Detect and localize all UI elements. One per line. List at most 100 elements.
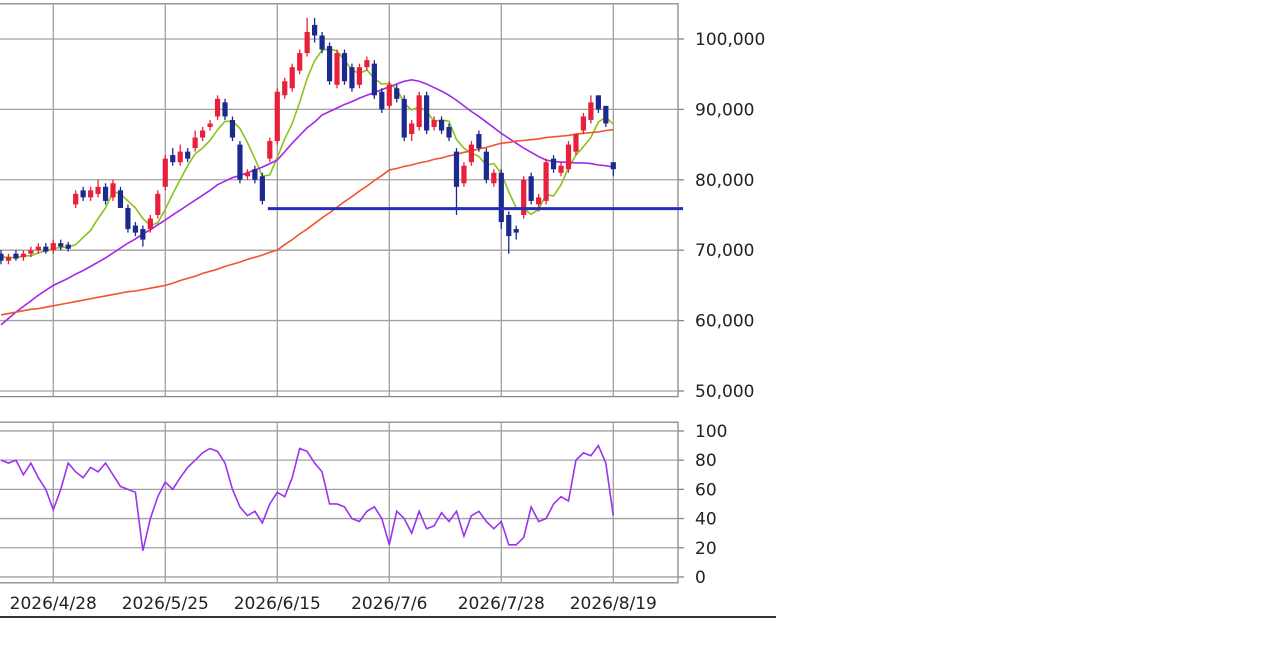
candle-body	[102, 186, 109, 201]
candle-body	[476, 134, 482, 149]
candle-body	[20, 253, 27, 258]
y-tick-label: 50,000	[695, 382, 754, 402]
candle-body	[147, 218, 153, 230]
candle-body	[371, 63, 377, 96]
candle-body	[192, 137, 198, 149]
oscillator-line	[0, 443, 615, 551]
candle-body	[468, 144, 475, 163]
candle-body	[453, 151, 460, 187]
candle-body	[409, 123, 415, 135]
candle-body	[506, 214, 512, 237]
y-tick-label: 20	[695, 539, 717, 559]
candle-body	[58, 243, 64, 247]
candle-body	[80, 190, 86, 198]
candle-body	[558, 165, 564, 173]
candle-body	[401, 98, 407, 138]
candle-body	[364, 60, 370, 68]
candle-body	[610, 162, 616, 170]
candle-body	[513, 229, 519, 233]
y-tick-label: 0	[695, 568, 706, 588]
candle-body	[312, 24, 318, 36]
candle-body	[88, 190, 94, 198]
candle-body	[185, 151, 191, 159]
x-tick-label: 2026/7/6	[351, 594, 427, 614]
candle-body	[289, 67, 295, 89]
candle-body	[536, 197, 542, 205]
candle-body	[35, 246, 41, 251]
moving-average-line	[0, 129, 614, 316]
y-tick-label: 100	[695, 422, 727, 442]
candle-body	[0, 253, 4, 261]
candle-body	[461, 165, 467, 184]
candle-body	[386, 84, 392, 106]
candle-body	[565, 144, 572, 170]
candle-body	[214, 98, 221, 117]
candle-body	[117, 190, 124, 208]
candle-body	[50, 243, 56, 251]
moving-average-line	[1, 48, 614, 259]
y-tick-label: 60,000	[695, 312, 754, 332]
candle-body	[140, 229, 146, 240]
candle-body	[580, 116, 587, 131]
x-tick-label: 2026/4/28	[10, 594, 97, 614]
candle-body	[132, 225, 139, 233]
y-tick-label: 80,000	[695, 171, 754, 191]
candle-body	[5, 257, 12, 261]
candle-body	[267, 141, 273, 159]
candle-body	[543, 162, 549, 201]
candle-body	[162, 158, 168, 187]
y-tick-label: 90,000	[695, 100, 754, 120]
candle-body	[274, 91, 280, 142]
x-tick-label: 2026/6/15	[234, 594, 321, 614]
candle-body	[573, 134, 579, 152]
candle-body	[222, 102, 228, 117]
candle-body	[528, 176, 534, 201]
candle-body	[28, 250, 34, 254]
candle-body	[282, 81, 288, 96]
candle-body	[73, 193, 79, 205]
candle-body	[550, 158, 557, 170]
candle-body	[319, 35, 325, 50]
candle-body	[207, 123, 213, 127]
candle-body	[424, 95, 430, 131]
candle-body	[177, 151, 183, 163]
plot-frame	[0, 421, 679, 584]
candle-body	[595, 95, 601, 110]
candle-body	[110, 183, 116, 198]
candle-body	[379, 91, 385, 110]
candle-body	[438, 119, 445, 131]
candle-body	[446, 126, 452, 138]
candle-body	[491, 172, 497, 184]
candle-body	[603, 105, 609, 124]
candle-body	[341, 53, 348, 82]
y-tick-label: 100,000	[695, 30, 765, 50]
y-tick-label: 80	[695, 451, 717, 471]
x-tick-label: 2026/8/19	[570, 594, 657, 614]
candle-body	[498, 172, 504, 223]
moving-average-line	[0, 79, 614, 326]
candle-body	[304, 31, 310, 54]
y-tick-label: 70,000	[695, 241, 754, 261]
candle-body	[200, 130, 206, 138]
y-tick-label: 40	[695, 510, 717, 530]
candle-body	[155, 193, 161, 215]
candle-body	[125, 207, 131, 230]
candle-body	[521, 179, 527, 215]
plot-frame	[0, 3, 679, 398]
candle-body	[237, 144, 243, 180]
candle-body	[65, 244, 71, 249]
candle-body	[297, 53, 303, 71]
candle-body	[394, 88, 400, 99]
candle-body	[326, 46, 333, 82]
x-tick-label: 2026/7/28	[458, 594, 545, 614]
candle-body	[95, 186, 101, 194]
candle-body	[334, 53, 340, 85]
candle-body	[229, 119, 236, 138]
x-tick-label: 2026/5/25	[122, 594, 209, 614]
candle-body	[416, 95, 422, 127]
candle-body	[252, 169, 258, 180]
candle-body	[259, 176, 265, 201]
candle-body	[483, 151, 489, 180]
candle-body	[431, 119, 437, 127]
